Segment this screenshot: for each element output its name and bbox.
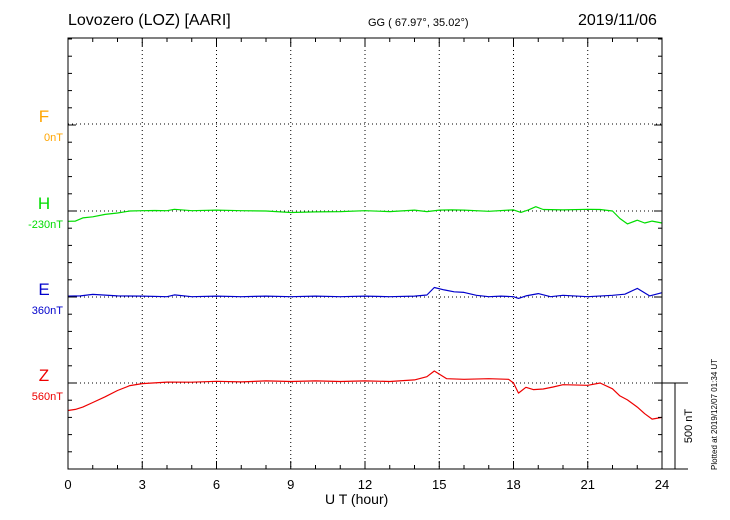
labels-layer: 0 3 6 9 12 15 18 21 24 F 0nT H -230nT E 360nT Z 560nT bbox=[28, 107, 669, 492]
x-tick-label: 6 bbox=[213, 477, 220, 492]
geo-coordinates: GG ( 67.97°, 35.02°) bbox=[368, 17, 469, 29]
date-label: 2019/11/06 bbox=[578, 12, 657, 29]
x-tick-label: 3 bbox=[139, 477, 146, 492]
component-label-h: H bbox=[38, 194, 50, 213]
component-label-f: F bbox=[39, 107, 49, 126]
series-line-h bbox=[67, 206, 663, 225]
series-layer bbox=[67, 206, 663, 420]
baseline-label-f: 0nT bbox=[44, 132, 63, 144]
series-line-e bbox=[67, 286, 663, 299]
x-tick-label: 0 bbox=[64, 477, 71, 492]
station-title: Lovozero (LOZ) [AARI] bbox=[68, 12, 231, 29]
baseline-label-h: -230nT bbox=[28, 219, 63, 231]
component-label-z: Z bbox=[39, 366, 49, 385]
x-tick-label: 12 bbox=[358, 477, 372, 492]
x-tick-label: 24 bbox=[655, 477, 669, 492]
component-label-e: E bbox=[38, 280, 49, 299]
x-tick-label: 9 bbox=[287, 477, 294, 492]
x-axis-label: U T (hour) bbox=[325, 491, 389, 507]
x-tick-label: 18 bbox=[506, 477, 520, 492]
baseline-label-z: 560nT bbox=[32, 391, 63, 403]
grid-layer bbox=[68, 38, 662, 469]
plotted-timestamp: Plotted at 2019/12/07 01:34 UT bbox=[710, 358, 719, 470]
x-tick-label: 21 bbox=[581, 477, 595, 492]
series-line-z bbox=[67, 370, 663, 420]
baseline-label-e: 360nT bbox=[32, 305, 63, 317]
scale-bar: 500 nT bbox=[662, 382, 695, 470]
scale-bar-label: 500 nT bbox=[683, 409, 695, 444]
x-tick-label: 15 bbox=[432, 477, 446, 492]
ticks-layer bbox=[67, 38, 663, 470]
